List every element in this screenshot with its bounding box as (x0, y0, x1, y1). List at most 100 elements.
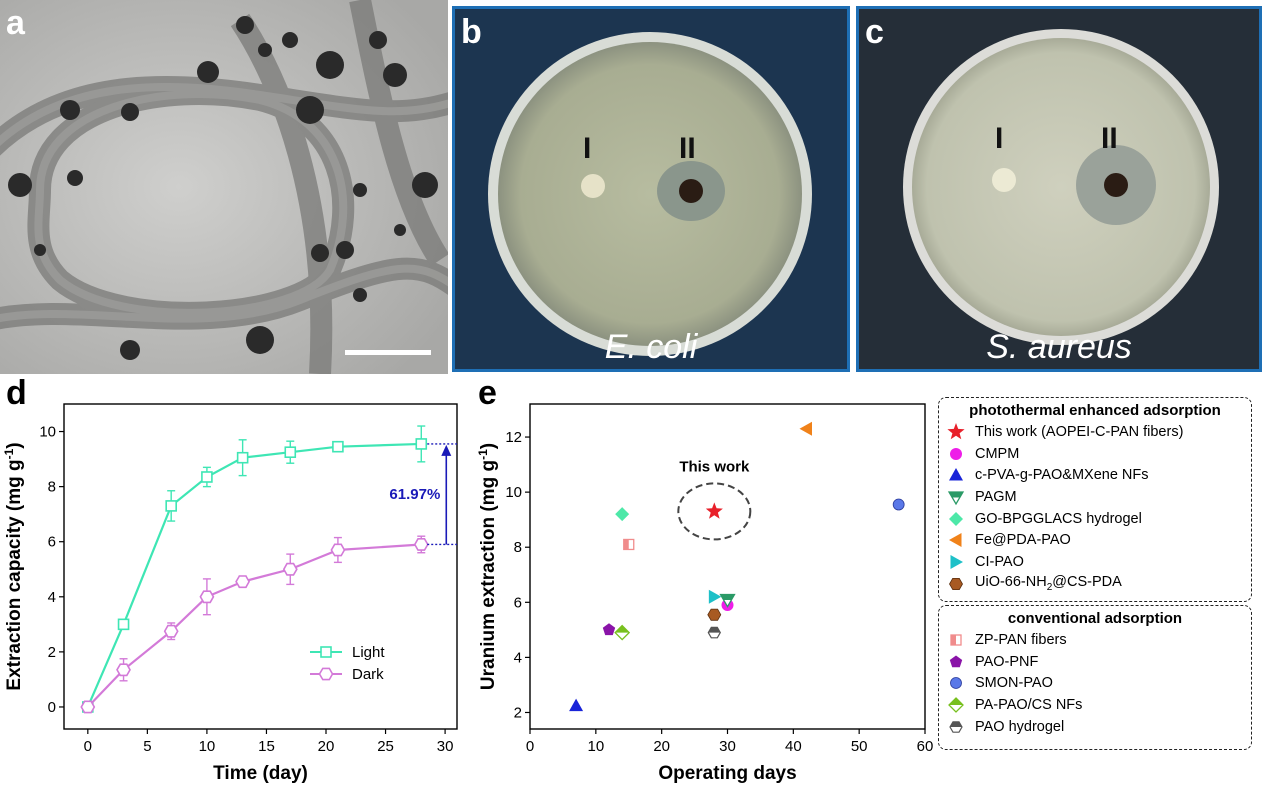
legend-label: PA-PAO/CS NFs (975, 696, 1083, 713)
legend-symbol (949, 533, 962, 548)
data-point (284, 446, 297, 458)
annotation-label: This work (679, 458, 750, 475)
y-tick-label: 4 (48, 589, 56, 606)
legend-entry: c-PVA-g-PAO&MXene NFs (945, 464, 1245, 486)
petri-dish-image (455, 9, 847, 369)
legend-marker (949, 468, 963, 481)
legend-marker (949, 577, 963, 590)
legend-label: Fe@PDA-PAO (975, 532, 1071, 549)
series-line (86, 442, 422, 708)
y-tick-label: 8 (48, 479, 56, 496)
y-tick-label: 4 (514, 649, 522, 666)
legend-marker (949, 533, 962, 548)
legend-entry: GO-BPGGLACS hydrogel (945, 508, 1245, 530)
legend-marker (947, 491, 965, 506)
chart-uranium-extraction: 0 10 20 30 40 50 60 2 4 6 8 10 12 Operating days Urani… (476, 403, 933, 784)
data-point (892, 498, 905, 511)
data-point (415, 438, 428, 450)
legend-symbol (950, 677, 962, 690)
plot-frame (63, 403, 458, 730)
data-point (707, 608, 722, 621)
y-tick-label: 0 (48, 699, 56, 716)
y-axis-label: Extraction capacity (mg g-1) (2, 442, 25, 690)
data-point (199, 590, 215, 604)
x-tick-label: 10 (587, 738, 604, 755)
legend-entry: Fe@PDA-PAO (945, 529, 1245, 551)
data-point (602, 623, 616, 636)
x-tick-label: 5 (143, 738, 151, 755)
legend-symbol (950, 554, 963, 569)
y-tick-label: 6 (48, 534, 56, 551)
data-point (201, 471, 213, 483)
x-tick-label: 0 (84, 738, 92, 755)
data-point (569, 698, 584, 712)
petri-dish-image (859, 9, 1259, 369)
y-tick-label: 2 (48, 644, 56, 661)
highlight-ellipse (677, 482, 752, 541)
data-point (615, 507, 630, 522)
legend-marker (950, 554, 963, 569)
legend-symbol (949, 577, 963, 590)
disc-label-I: I (995, 122, 1004, 155)
x-tick-label: 50 (851, 738, 868, 755)
x-tick-label: 30 (719, 738, 736, 755)
legend-title: conventional adsorption (1007, 610, 1183, 627)
data-point (282, 562, 298, 576)
legend-label: GO-BPGGLACS hydrogel (975, 510, 1142, 527)
legend-marker (948, 696, 964, 713)
legend-entry: This work (AOPEI-C-PAN fibers) (945, 421, 1245, 443)
series-light (82, 425, 428, 713)
legend-symbol (950, 634, 962, 646)
legend-label: PAGM (975, 488, 1017, 505)
annotation-label: 61.97% (389, 486, 440, 503)
x-tick-label: 30 (437, 738, 454, 755)
legend-label: c-PVA-g-PAO&MXene NFs (975, 467, 1149, 484)
data-point (235, 575, 251, 589)
species-label: E. coli (604, 328, 698, 366)
legend-marker (949, 655, 963, 667)
data-point (707, 626, 721, 639)
legend-conventional: conventional adsorption ZP-PAN fibers PAO… (938, 605, 1252, 750)
y-axis-label: Uranium extraction (mg g-1) (476, 443, 499, 690)
panel-label-a: a (6, 4, 25, 42)
panel-label-c: c (865, 13, 884, 51)
disc-label-II: II (679, 132, 696, 165)
panel-label-d: d (6, 374, 27, 412)
legend-marker (950, 634, 962, 646)
data-point (719, 593, 736, 608)
tem-image (0, 0, 448, 374)
y-tick-label: 2 (514, 704, 522, 721)
legend-entry: PAO hydrogel (945, 716, 1245, 738)
data-point (236, 451, 249, 464)
series-line (87, 543, 422, 708)
legend-symbol (949, 720, 963, 733)
x-tick-label: 15 (258, 738, 275, 755)
legend-label: This work (AOPEI-C-PAN fibers) (975, 423, 1184, 440)
y-tick-label: 10 (505, 484, 522, 501)
legend-label: CI-PAO (975, 553, 1024, 570)
y-tick-label: 12 (505, 429, 522, 446)
scale-bar (345, 350, 431, 355)
legend-symbol (947, 422, 965, 440)
legend-entry: CI-PAO (945, 551, 1245, 573)
data-point (330, 543, 346, 557)
legend-marker (949, 511, 963, 526)
x-tick-label: 20 (318, 738, 335, 755)
data-point (413, 538, 429, 551)
y-tick-label: 8 (514, 539, 522, 556)
legend-label: UiO-66-NH2@CS-PDA (975, 574, 1122, 594)
data-group (602, 498, 905, 641)
legend-marker (949, 720, 963, 733)
series-dark (80, 535, 429, 714)
disc-label-I: I (583, 132, 592, 165)
data-point (623, 538, 635, 551)
legend-entry: PA-PAO/CS NFs (945, 694, 1245, 716)
legend-entry: SMON-PAO (945, 672, 1245, 694)
petri-dish-e-coli: b I II E. coli (452, 6, 850, 372)
x-tick-label: 10 (199, 738, 216, 755)
x-tick-label: 20 (653, 738, 670, 755)
species-label: S. aureus (986, 328, 1132, 366)
data-point (799, 421, 812, 436)
x-tick-label: 0 (526, 738, 534, 755)
data-point (80, 700, 96, 714)
